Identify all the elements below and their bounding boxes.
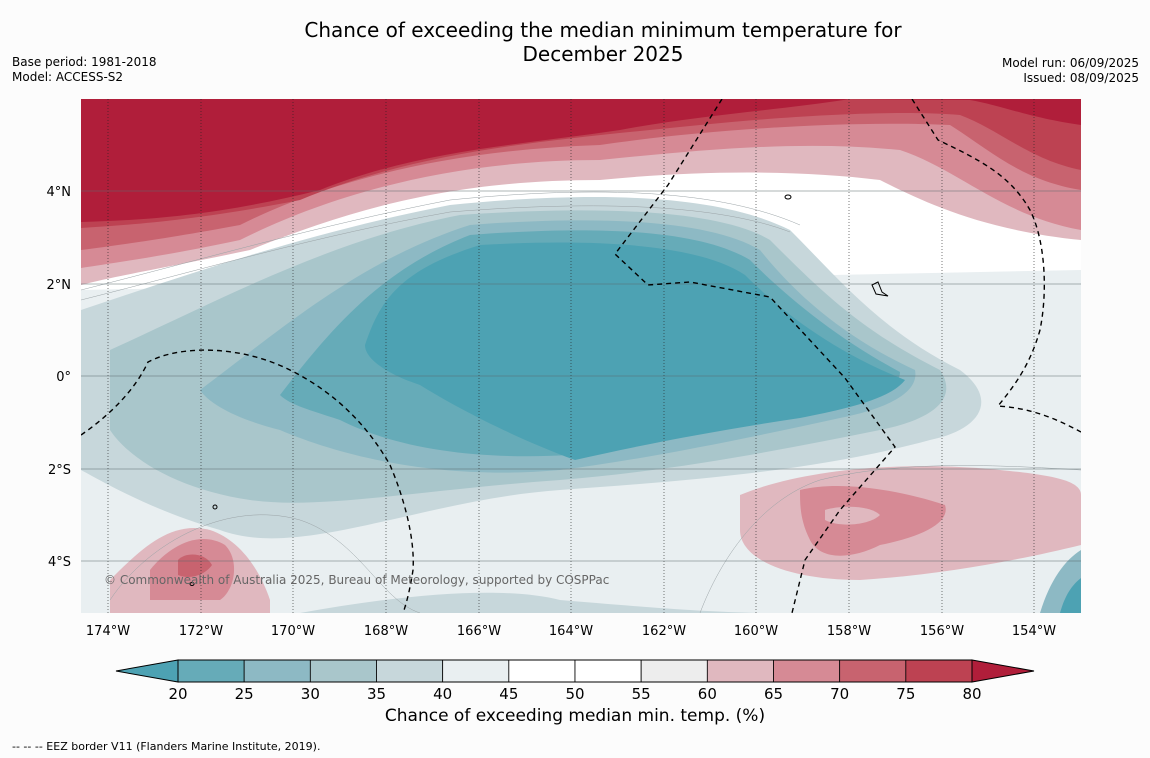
lat-axis-labels: 4°N 2°N 0° 2°S 4°S <box>47 185 72 570</box>
colorbar-tick-label: 35 <box>367 685 386 700</box>
colorbar-tick-label: 80 <box>962 685 981 700</box>
lat-label: 2°S <box>48 463 71 478</box>
colorbar-tick-label: 20 <box>168 685 187 700</box>
colorbar-segment <box>706 659 774 683</box>
colorbar-segment <box>773 659 841 683</box>
colorbar-tick-label: 40 <box>433 685 452 700</box>
colorbar-tick-label: 75 <box>896 685 915 700</box>
colorbar-segment <box>376 659 444 683</box>
colorbar-ticks: 20 25 30 35 40 45 50 55 60 65 70 75 80 <box>168 685 981 700</box>
right-metadata: Model run: 06/09/2025 Issued: 08/09/2025 <box>1002 56 1139 86</box>
colorbar-low-extension <box>115 659 179 683</box>
lon-label: 156°W <box>920 624 964 639</box>
colorbar-segment <box>508 659 576 683</box>
colorbar-segment <box>640 659 708 683</box>
lon-label: 168°W <box>364 624 408 639</box>
lon-label: 164°W <box>549 624 593 639</box>
colorbar-tick-label: 30 <box>301 685 320 700</box>
lon-label: 158°W <box>827 624 871 639</box>
colorbar-tick-label: 50 <box>565 685 584 700</box>
colorbar-segment <box>243 659 311 683</box>
colorbar-tick-label: 70 <box>830 685 849 700</box>
colorbar-segment <box>177 659 245 683</box>
lat-label: 4°S <box>48 555 71 570</box>
lon-label: 170°W <box>271 624 315 639</box>
lon-label: 166°W <box>457 624 501 639</box>
model-run-text: Model run: 06/09/2025 <box>1001 56 1139 70</box>
colorbar-high-extension <box>971 659 1035 683</box>
colorbar-tick-label: 25 <box>235 685 254 700</box>
colorbar: 20 25 30 35 40 45 50 55 60 65 70 75 80 <box>115 659 1035 700</box>
eez-borders <box>81 99 1081 613</box>
probability-contours <box>81 99 1081 613</box>
left-metadata: Base period: 1981-2018 Model: ACCESS-S2 <box>12 55 157 85</box>
model-text: Model: ACCESS-S2 <box>12 70 124 84</box>
colorbar-segment <box>442 659 510 683</box>
lat-label: 4°N <box>47 185 72 200</box>
colorbar-segment <box>905 659 973 683</box>
colorbar-tick-label: 55 <box>632 685 651 700</box>
contour-lines <box>81 191 1081 613</box>
copyright-text: © Commonwealth of Australia 2025, Bureau… <box>104 573 609 587</box>
colorbar-tick-label: 45 <box>499 685 518 700</box>
eez-footnote: -- -- -- EEZ border V11 (Flanders Marine… <box>12 740 321 753</box>
colorbar-segment <box>839 659 907 683</box>
map-panel <box>81 99 1081 613</box>
island-outlines <box>189 194 889 586</box>
issued-text: Issued: 08/09/2025 <box>1023 71 1139 85</box>
lat-label: 2°N <box>47 278 72 293</box>
colorbar-segment <box>309 659 377 683</box>
lon-label: 172°W <box>179 624 223 639</box>
lon-axis-labels: 174°W 172°W 170°W 168°W 166°W 164°W 162°… <box>86 624 1056 639</box>
lon-label: 174°W <box>86 624 130 639</box>
colorbar-tick-label: 60 <box>698 685 717 700</box>
lon-label: 160°W <box>734 624 778 639</box>
colorbar-label: Chance of exceeding median min. temp. (%… <box>384 706 766 726</box>
base-period-text: Base period: 1981-2018 <box>12 55 157 69</box>
latitude-gridlines <box>81 190 1081 562</box>
map-title: Chance of exceeding the median minimum t… <box>304 18 902 66</box>
colorbar-tick-label: 65 <box>764 685 783 700</box>
lon-label: 162°W <box>642 624 686 639</box>
map-figure: © Commonwealth of Australia 2025, Bureau… <box>47 99 1081 700</box>
colorbar-frame <box>177 659 973 683</box>
lon-label: 154°W <box>1012 624 1056 639</box>
colorbar-segment <box>574 659 642 683</box>
colorbar-segments <box>177 659 973 683</box>
lat-label: 0° <box>56 370 71 385</box>
